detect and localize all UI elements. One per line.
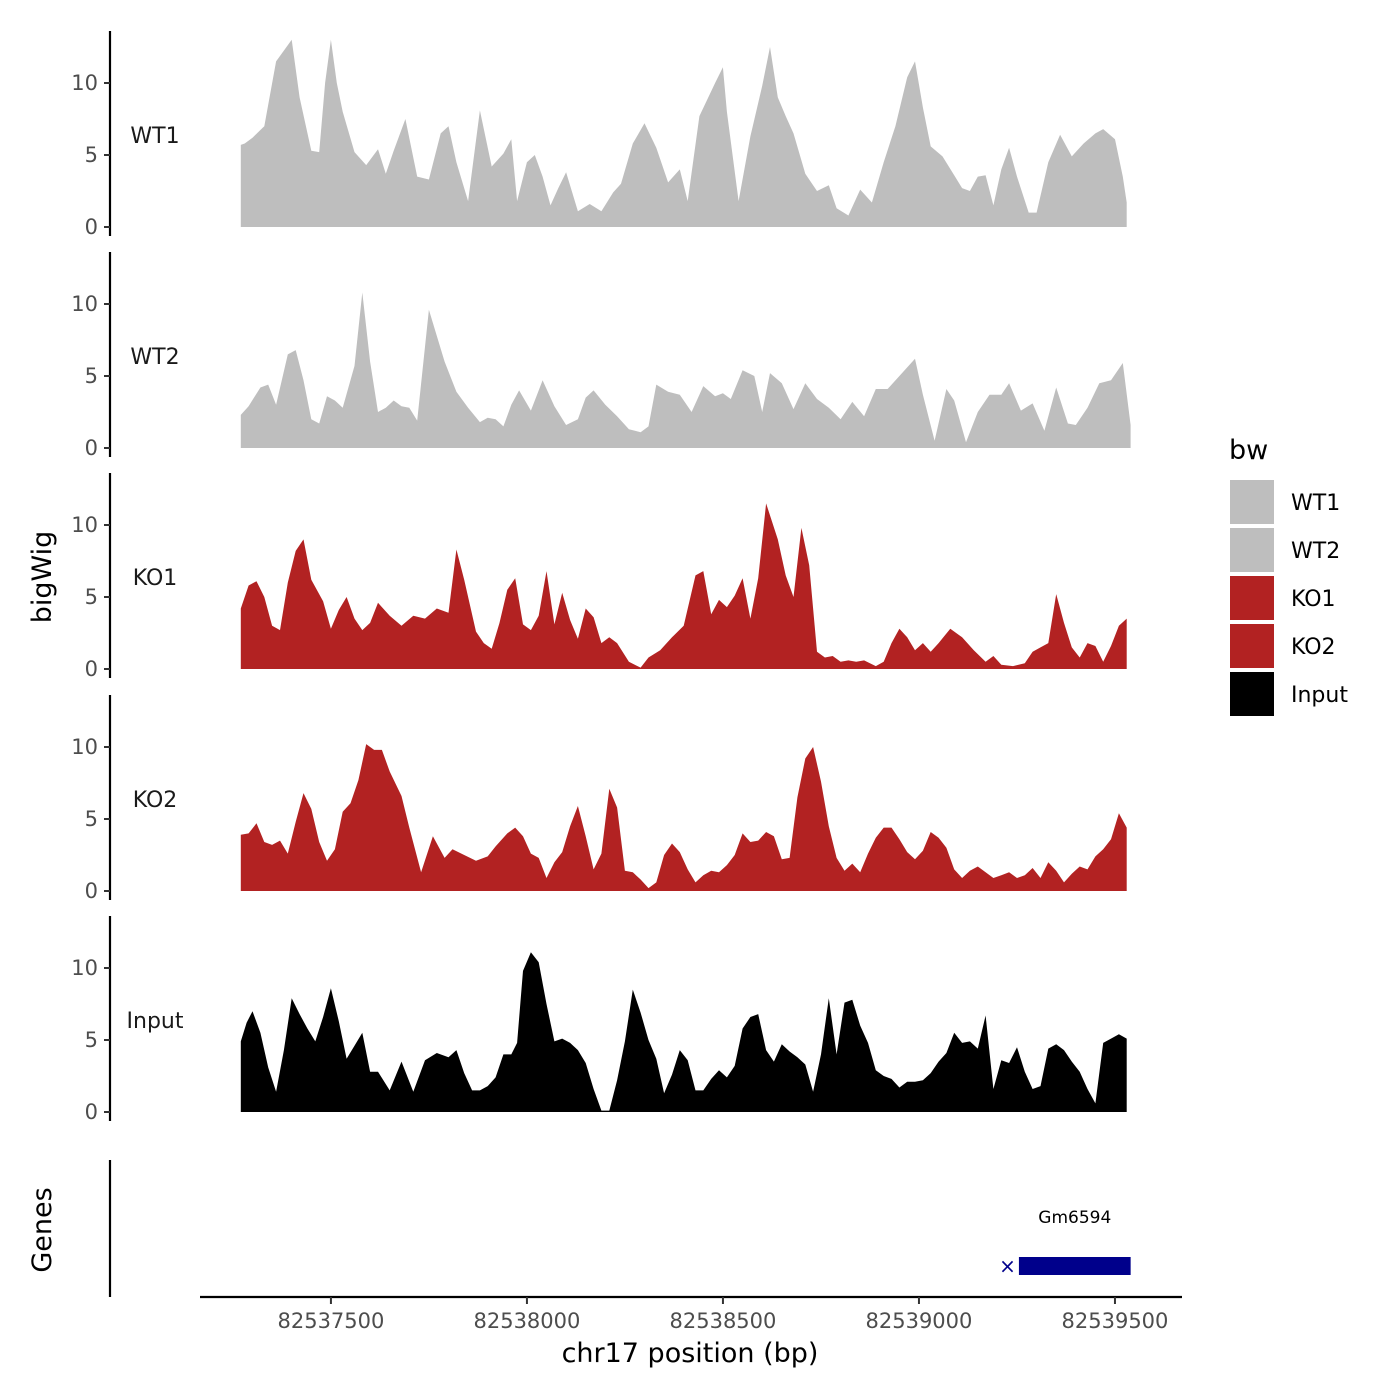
area-ko2 (240, 744, 1127, 891)
y-tick-label: 0 (85, 1100, 98, 1124)
legend-label-input: Input (1291, 683, 1348, 708)
y-tick-label: 10 (71, 956, 98, 980)
y-axis-title: bigWig (27, 531, 58, 624)
gene-gm6594: × Gm6594 (999, 1208, 1131, 1278)
gene-strand-marker: × (999, 1254, 1016, 1278)
track-label: WT2 (130, 345, 179, 370)
area-wt2 (240, 292, 1131, 448)
track-label: KO1 (133, 566, 178, 591)
y-tick-label: 0 (85, 436, 98, 460)
track-ko2: 0 5 10 KO2 (71, 695, 1127, 903)
area-input (240, 952, 1127, 1112)
legend-key-ko1 (1230, 576, 1274, 620)
area-wt1 (240, 39, 1127, 227)
legend-key-wt2 (1230, 528, 1274, 572)
genes-axis-title: Genes (27, 1187, 58, 1272)
x-axis-title: chr17 position (bp) (562, 1338, 819, 1369)
y-tick-label: 5 (85, 585, 98, 609)
area-ko1 (240, 503, 1127, 669)
x-tick-label: 82537500 (277, 1309, 384, 1333)
y-tick-label: 5 (85, 807, 98, 831)
x-tick-label: 82539500 (1062, 1309, 1169, 1333)
y-tick-label: 5 (85, 1028, 98, 1052)
track-ko1: 0 5 10 KO1 (71, 473, 1127, 681)
legend-label-wt1: WT1 (1291, 491, 1340, 516)
legend-key-wt1 (1230, 480, 1274, 524)
x-tick-label: 82539000 (866, 1309, 973, 1333)
x-tick-label: 82538500 (670, 1309, 777, 1333)
y-tick-label: 0 (85, 657, 98, 681)
legend-label-ko1: KO1 (1291, 587, 1336, 612)
track-input: 0 5 10 Input (71, 916, 1127, 1124)
y-tick-label: 0 (85, 879, 98, 903)
track-label: KO2 (133, 788, 178, 813)
y-tick-label: 10 (71, 292, 98, 316)
x-tick-label: 82538000 (473, 1309, 580, 1333)
x-axis: 82537500 82538000 82538500 82539000 82539500 (200, 1295, 1182, 1333)
legend: bw WT1 WT2 KO1 KO2 Input (1229, 435, 1348, 716)
tracks: 0 5 10 WT1 0 5 10 WT2 0 5 10 KO1 0 5 10 KO2 0 5 10 Input (71, 31, 1131, 1124)
track-label: Input (127, 1009, 184, 1034)
genes-panel: × Gm6594 (108, 1160, 1131, 1297)
track-label: WT1 (130, 124, 179, 149)
legend-title: bw (1229, 435, 1268, 466)
gene-label: Gm6594 (1038, 1208, 1111, 1228)
legend-key-input (1230, 672, 1274, 716)
y-tick-label: 0 (85, 215, 98, 239)
gene-body (1018, 1257, 1131, 1275)
legend-key-ko2 (1230, 624, 1274, 668)
track-wt2: 0 5 10 WT2 (71, 252, 1131, 460)
y-tick-label: 5 (85, 143, 98, 167)
y-tick-label: 5 (85, 364, 98, 388)
y-tick-label: 10 (71, 71, 98, 95)
y-tick-label: 10 (71, 513, 98, 537)
track-wt1: 0 5 10 WT1 (71, 31, 1127, 239)
legend-label-ko2: KO2 (1291, 635, 1336, 660)
legend-label-wt2: WT2 (1291, 539, 1340, 564)
y-tick-label: 10 (71, 735, 98, 759)
